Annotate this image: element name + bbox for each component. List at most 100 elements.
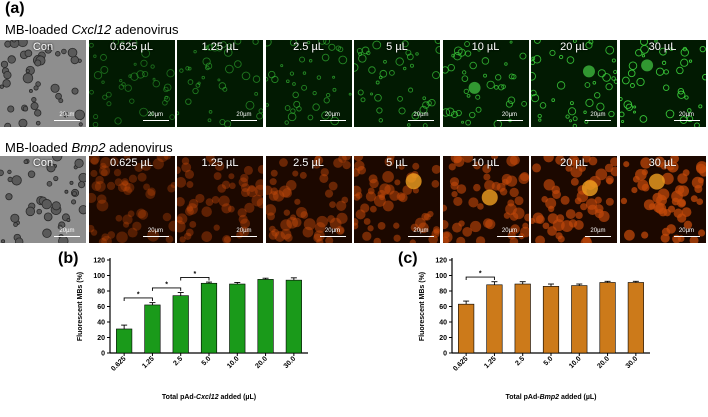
y-tick-label: 100 <box>93 273 105 280</box>
x-tick-label: 5.0 <box>201 355 213 367</box>
significance-bracket <box>151 287 182 291</box>
micrograph-image <box>442 156 529 243</box>
micrograph-image <box>354 156 440 243</box>
y-tick-label: 100 <box>435 273 447 280</box>
scale-bar: 20µm <box>496 112 523 121</box>
scale-bar-label: 20µm <box>678 228 695 234</box>
bar-20.0 <box>599 282 616 354</box>
scale-bar-line <box>319 120 346 121</box>
x-tick-label: 2.5 <box>514 355 526 367</box>
micrograph-image <box>88 40 175 127</box>
bar-2.5 <box>172 295 189 354</box>
scale-bar-label: 20µm <box>590 228 606 234</box>
scale-bar-label: 20µm <box>236 228 252 234</box>
y-axis-label: Fluorescent MBs (%) <box>77 272 84 341</box>
scale-bar-line <box>496 236 523 237</box>
scale-bar: 20µm <box>319 112 346 121</box>
micrograph-image <box>531 40 617 127</box>
scale-bar-line <box>673 120 700 121</box>
bar-10.0 <box>229 283 246 354</box>
tile-label: 1.25 µL <box>201 41 239 53</box>
scale-bar-line <box>408 120 434 121</box>
tile-label: Con <box>32 41 54 53</box>
scale-bar-line <box>231 120 257 121</box>
chart-c-svg: Fluorescent MBs (%) 0 20 40 60 80 100 120 0.625 1… <box>419 258 650 401</box>
scale-bar-line <box>585 236 611 237</box>
micrograph-image <box>619 156 706 243</box>
scale-bar-line <box>231 236 257 237</box>
micrograph-image <box>265 40 352 127</box>
y-tick-label: 40 <box>97 320 105 327</box>
scale-bar-label: 20µm <box>324 112 341 118</box>
tile-label: 0.625 µL <box>109 41 154 53</box>
scale-bar-line <box>319 236 346 237</box>
micrograph-image <box>265 156 352 243</box>
scale-bar: 20µm <box>54 228 80 237</box>
y-tick-label: 60 <box>439 304 447 311</box>
cxcl12-micrograph-2: 1.25 µL 20µm <box>177 40 263 127</box>
scale-bar: 20µm <box>231 228 257 237</box>
scale-bar: 20µm <box>408 228 434 237</box>
bar-30.0 <box>285 279 302 354</box>
bar-30.0 <box>627 282 644 354</box>
x-tick-label: 0.625 <box>452 355 469 372</box>
tile-label: 10 µL <box>471 157 500 169</box>
panel-a-label: (a) <box>5 0 25 17</box>
significance-bracket <box>465 276 495 281</box>
y-tick-label: 20 <box>439 335 447 342</box>
scale-bar-line <box>408 236 434 237</box>
row1-title-suffix: adenovirus <box>111 22 179 37</box>
chart-c: Fluorescent MBs (%) 0 20 40 60 80 100 120 0.625 1… <box>350 248 708 412</box>
scale-bar: 20µm <box>496 228 523 237</box>
bar-1.25 <box>486 284 503 354</box>
y-tick-label: 0 <box>101 351 105 358</box>
micrograph-image <box>531 156 617 243</box>
tile-label: 20 µL <box>560 157 588 169</box>
row2-title-suffix: adenovirus <box>105 140 173 155</box>
scale-bar-label: 20µm <box>413 228 429 234</box>
y-tick-label: 60 <box>97 304 105 311</box>
x-tick-label: 2.5 <box>172 355 184 367</box>
bar-20.0 <box>257 279 274 354</box>
scale-bar: 20µm <box>585 112 611 121</box>
row2-title-prefix: MB-loaded <box>5 140 72 155</box>
scale-bar-label: 20µm <box>59 228 75 234</box>
bmp2-micrograph-5: 10 µL 20µm <box>442 156 529 243</box>
scale-bar-label: 20µm <box>413 112 429 118</box>
significance-bracket <box>123 297 153 301</box>
micrograph-image <box>0 156 86 243</box>
scale-bar: 20µm <box>585 228 611 237</box>
tile-label: Con <box>32 157 54 169</box>
scale-bar-label: 20µm <box>147 228 164 234</box>
bmp2-micrograph-2: 1.25 µL 20µm <box>177 156 263 243</box>
tile-label: 2.5 µL <box>293 157 324 169</box>
y-tick-label: 80 <box>439 289 447 296</box>
row2-title-gene: Bmp2 <box>71 140 106 155</box>
scale-bar: 20µm <box>54 112 80 121</box>
significance-star: * <box>165 281 168 288</box>
panel-c-label: (c) <box>398 250 418 267</box>
row1-title-gene: Cxcl12 <box>71 22 112 37</box>
y-tick-label: 40 <box>439 320 447 327</box>
row1-title-prefix: MB-loaded <box>5 22 72 37</box>
significance-star: * <box>193 271 196 278</box>
bar-5.0 <box>200 282 218 354</box>
cxcl12-micrograph-1: 0.625 µL 20µm <box>88 40 175 127</box>
scale-bar-line <box>142 236 169 237</box>
x-tick-label: 1.25 <box>141 355 156 370</box>
x-tick-label: 1.25 <box>483 355 498 370</box>
bmp2-micrograph-1: 0.625 µL 20µm <box>88 156 175 243</box>
x-tick-label: 30.0 <box>283 355 298 370</box>
x-tick-label: 20.0 <box>254 355 269 370</box>
bar-0.625 <box>116 328 133 354</box>
cxcl12-micrograph-3: 2.5 µL 20µm <box>265 40 352 127</box>
scale-bar: 20µm <box>673 112 700 121</box>
micrograph-image <box>619 40 706 127</box>
significance-star: * <box>137 291 140 298</box>
scale-bar-line <box>673 236 700 237</box>
scale-bar-label: 20µm <box>324 228 341 234</box>
cxcl12-micrograph-0: Con 20µm <box>0 40 86 127</box>
y-tick-label: 120 <box>435 258 447 265</box>
micrograph-image <box>177 40 263 127</box>
chart-b: Fluorescent MBs (%) 0 20 40 60 80 100 120 0.625 1… <box>0 248 340 412</box>
